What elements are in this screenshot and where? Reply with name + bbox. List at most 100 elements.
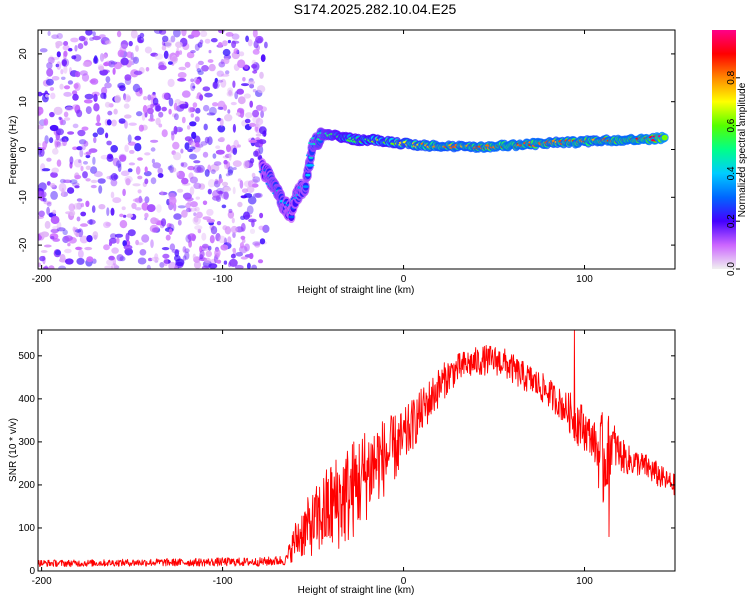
- x-tick-label: -200: [32, 576, 52, 587]
- noise-blob: [218, 136, 225, 143]
- noise-blob: [139, 32, 145, 38]
- noise-blob: [208, 49, 212, 54]
- noise-blob: [249, 100, 253, 108]
- noise-blob: [258, 145, 264, 155]
- noise-blob: [74, 71, 81, 78]
- noise-blob: [245, 35, 250, 43]
- noise-blob: [38, 146, 43, 155]
- noise-blob: [173, 213, 182, 220]
- noise-blob: [173, 125, 178, 135]
- noise-blob: [161, 129, 168, 138]
- noise-blob: [167, 78, 175, 88]
- noise-blob: [132, 183, 141, 187]
- noise-blob: [199, 94, 204, 101]
- noise-blob: [70, 37, 79, 43]
- noise-blob: [84, 93, 94, 100]
- noise-blob: [128, 40, 133, 47]
- noise-blob: [80, 165, 84, 172]
- noise-blob: [137, 175, 143, 180]
- noise-blob: [54, 140, 59, 149]
- noise-blob: [138, 124, 144, 132]
- noise-blob: [90, 184, 97, 189]
- noise-blob: [175, 171, 180, 176]
- noise-blob: [85, 200, 90, 207]
- noise-blob: [252, 70, 258, 74]
- noise-blob: [93, 93, 98, 102]
- noise-blob: [177, 77, 187, 82]
- noise-blob: [258, 225, 265, 231]
- noise-blob: [232, 160, 242, 168]
- noise-blob: [83, 140, 89, 147]
- noise-blob: [163, 257, 169, 267]
- noise-blob: [163, 92, 171, 101]
- noise-blob: [143, 170, 152, 177]
- noise-blob: [112, 197, 122, 204]
- noise-blob: [76, 198, 83, 202]
- y-tick-label: -10: [18, 190, 29, 205]
- noise-blob: [58, 182, 67, 192]
- colorbar-label: Normalized spectral amplitude: [737, 82, 748, 217]
- noise-blob: [123, 93, 127, 101]
- noise-blob: [247, 196, 257, 205]
- noise-blob: [103, 244, 110, 251]
- noise-blob: [169, 167, 177, 173]
- noise-blob: [78, 159, 82, 164]
- noise-blob: [55, 128, 64, 136]
- noise-blob: [123, 103, 130, 109]
- noise-blob: [227, 210, 235, 219]
- noise-blob: [208, 63, 216, 72]
- noise-blob: [125, 232, 130, 242]
- noise-blob: [259, 71, 264, 79]
- noise-blob: [193, 164, 202, 174]
- noise-blob: [170, 35, 176, 43]
- noise-blob: [126, 213, 134, 218]
- noise-blob: [114, 233, 124, 238]
- noise-blob: [234, 264, 244, 269]
- noise-blob: [252, 89, 257, 93]
- noise-blob: [124, 248, 133, 256]
- noise-blob: [55, 63, 60, 68]
- noise-blob: [216, 221, 222, 226]
- noise-blob: [191, 131, 197, 140]
- noise-blob: [190, 50, 196, 54]
- noise-blob: [201, 65, 209, 72]
- noise-blob: [48, 55, 54, 63]
- noise-blob: [81, 126, 89, 131]
- noise-blob: [92, 132, 99, 138]
- noise-blob: [106, 119, 112, 126]
- noise-blob: [96, 127, 105, 135]
- noise-blob: [73, 83, 79, 89]
- noise-blob: [196, 68, 202, 73]
- noise-blob: [144, 152, 151, 156]
- noise-blob: [126, 51, 133, 58]
- noise-blob: [78, 35, 86, 42]
- noise-blob: [86, 235, 93, 243]
- noise-blob: [108, 60, 116, 68]
- noise-blob: [95, 122, 102, 126]
- noise-blob: [46, 206, 50, 215]
- noise-blob: [167, 61, 173, 65]
- noise-blob: [168, 228, 173, 235]
- noise-blob: [195, 167, 204, 173]
- noise-blob: [214, 248, 221, 258]
- noise-blob: [151, 227, 159, 233]
- noise-blob: [124, 114, 132, 119]
- noise-blob: [172, 113, 177, 118]
- noise-blob: [262, 224, 270, 233]
- noise-blob: [246, 186, 255, 194]
- noise-blob: [214, 178, 219, 185]
- noise-blob: [59, 138, 66, 142]
- noise-blob: [50, 190, 58, 200]
- noise-blob: [217, 106, 224, 110]
- noise-blob: [144, 212, 149, 218]
- noise-blob: [239, 51, 245, 57]
- noise-blob: [80, 211, 87, 217]
- noise-blob: [193, 212, 197, 217]
- noise-blob: [76, 109, 83, 118]
- noise-blob: [62, 138, 68, 147]
- noise-blob: [184, 61, 191, 68]
- noise-blob: [69, 156, 74, 165]
- noise-blob: [39, 48, 48, 53]
- noise-blob: [156, 204, 162, 213]
